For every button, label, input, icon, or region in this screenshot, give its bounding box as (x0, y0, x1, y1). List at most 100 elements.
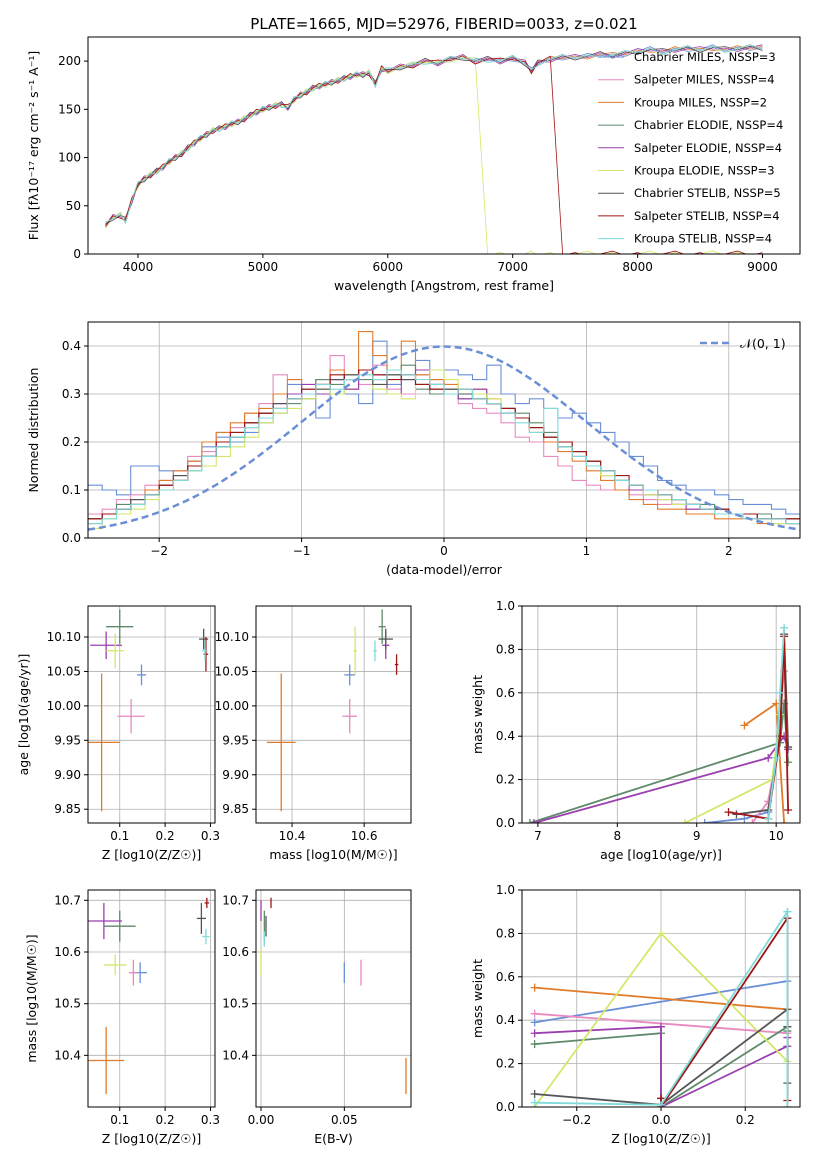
legend-entry: Chabrier STELIB, NSSP=5 (634, 186, 781, 200)
legend-entry: Salpeter MILES, NSSP=4 (634, 73, 775, 87)
plus-marker (724, 808, 733, 817)
legend-entry: Salpeter ELODIE, NSSP=4 (634, 141, 782, 155)
plus-marker (783, 907, 792, 916)
x-tick-label: 8 (613, 829, 621, 843)
weight-lines (525, 623, 793, 823)
histogram-steps (88, 331, 800, 531)
x-tick-label: 2 (725, 544, 733, 558)
x-axis-label: mass [log10(M/M☉)] (269, 847, 397, 862)
plus-marker (780, 819, 789, 823)
legend: Chabrier MILES, NSSP=3 Salpeter MILES, NS… (598, 50, 783, 246)
errorbar-point (106, 633, 125, 668)
plus-marker (700, 819, 709, 823)
axes-panel-2 (88, 606, 215, 823)
y-tick-label: 9.95 (54, 733, 81, 747)
y-tick-label: 10.7 (54, 893, 81, 907)
errorbar-points (88, 609, 209, 812)
plus-marker (783, 1103, 792, 1107)
x-tick-label: 0.3 (201, 1113, 220, 1127)
spectrum-series-line (105, 56, 763, 254)
errorbar-point (373, 640, 377, 662)
y-axis-label: mass weight (470, 959, 485, 1038)
y-tick-label: 10.5 (54, 997, 81, 1011)
y-tick-label: 9.85 (54, 802, 81, 816)
y-tick-label: 0.0 (62, 531, 81, 545)
x-tick-label: 6000 (373, 260, 404, 274)
x-tick-label: 0.2 (156, 1113, 175, 1127)
errorbar-point (353, 626, 357, 675)
plus-marker (784, 758, 793, 767)
x-axis-label: Z [log10(Z/Z☉)] (102, 1131, 202, 1146)
errorbar-point (103, 954, 127, 976)
x-tick-label: 1 (583, 544, 591, 558)
y-tick-label: 10.5 (222, 997, 249, 1011)
x-tick-label: 0.2 (156, 829, 175, 843)
frame-panel-3: 10.4 10.6 9.85 9.90 9.95 10.00 10.05 10.10 mass … (215, 605, 412, 862)
x-tick-label: −2 (150, 544, 168, 558)
legend-entry: Kroupa ELODIE, NSSP=3 (634, 164, 775, 178)
plot-frame (87, 36, 801, 255)
y-axis-label: mass weight (470, 675, 485, 754)
x-axis-label: (data-model)/error (386, 562, 503, 577)
errorbar-point (88, 673, 120, 812)
plus-marker (740, 814, 749, 823)
y-axis-label: age [log10(age/yr)] (16, 654, 31, 776)
frame-panel-4: 7 8 9 10 0.0 0.2 0.4 0.6 0.8 1.0 age [log10(age/yr… (470, 599, 801, 862)
errorbar-point (342, 699, 357, 734)
x-axis-label: Z [log10(Z/Z☉)] (102, 847, 202, 862)
plus-marker (680, 819, 689, 823)
plus-marker (530, 1009, 539, 1018)
weight-lines (530, 907, 792, 1107)
y-tick-label: 0.8 (496, 926, 515, 940)
frame-panel-1: −2 −1 0 1 2 0.0 0.1 0.2 0.3 0.4 (data-model)/error… (26, 321, 801, 577)
plus-marker (529, 819, 538, 823)
weight-series-line (534, 908, 789, 1107)
y-tick-label: 9.85 (222, 802, 249, 816)
y-tick-label: 10.6 (222, 945, 249, 959)
errorbar-point (136, 664, 147, 686)
x-tick-label: 4000 (123, 260, 154, 274)
plus-marker (530, 1040, 539, 1049)
frame-panel-5: 0.1 0.2 0.3 10.4 10.5 10.6 10.7 Z [log10(Z/Z☉)]… (24, 889, 220, 1146)
plus-marker (764, 753, 773, 762)
errorbar-point (378, 609, 386, 644)
y-tick-label: 150 (58, 102, 81, 116)
y-tick-label: 0.3 (62, 387, 81, 401)
y-tick-label: 50 (66, 199, 81, 213)
spectrum-series-line (105, 55, 763, 254)
errorbar-point (90, 631, 123, 660)
errorbar-point (199, 628, 209, 650)
axes-panel-5 (88, 890, 215, 1107)
weight-series-line (767, 627, 785, 819)
legend-entry: 𝒩(0, 1) (740, 336, 786, 351)
y-tick-label: 0.2 (62, 435, 81, 449)
x-axis-label: E(B-V) (314, 1131, 353, 1146)
gaussian-reference-curve (88, 345, 800, 531)
plus-marker (748, 819, 757, 823)
plus-marker (530, 1098, 539, 1107)
spectrum-series-line (105, 45, 763, 224)
legend-entry: Kroupa STELIB, NSSP=4 (634, 232, 772, 246)
axes-panel-1 (88, 322, 800, 539)
y-tick-label: 0.6 (496, 686, 515, 700)
y-tick-label: 10.6 (54, 945, 81, 959)
frame-panel-0: 4000 5000 6000 7000 8000 9000 0 50 100 150 200 wave… (26, 36, 801, 293)
x-tick-label: 0.2 (736, 1113, 755, 1127)
y-tick-label: 0.0 (496, 816, 515, 830)
y-tick-label: 10.10 (47, 630, 81, 644)
spectrum-series-line (105, 44, 763, 226)
x-tick-label: 10.4 (279, 829, 306, 843)
y-tick-label: 1.0 (496, 883, 515, 897)
plot-frame (255, 605, 412, 824)
errorbar-point (394, 654, 399, 675)
x-tick-label: 5000 (248, 260, 279, 274)
y-tick-label: 10.4 (222, 1048, 249, 1062)
plot-frame (255, 889, 412, 1108)
x-tick-label: 0.0 (651, 1113, 670, 1127)
y-tick-label: 0.4 (496, 1013, 515, 1027)
x-tick-label: 7 (534, 829, 542, 843)
y-tick-label: 10.10 (215, 630, 249, 644)
plus-marker (657, 1100, 665, 1107)
x-tick-label: 0.05 (331, 1113, 358, 1127)
